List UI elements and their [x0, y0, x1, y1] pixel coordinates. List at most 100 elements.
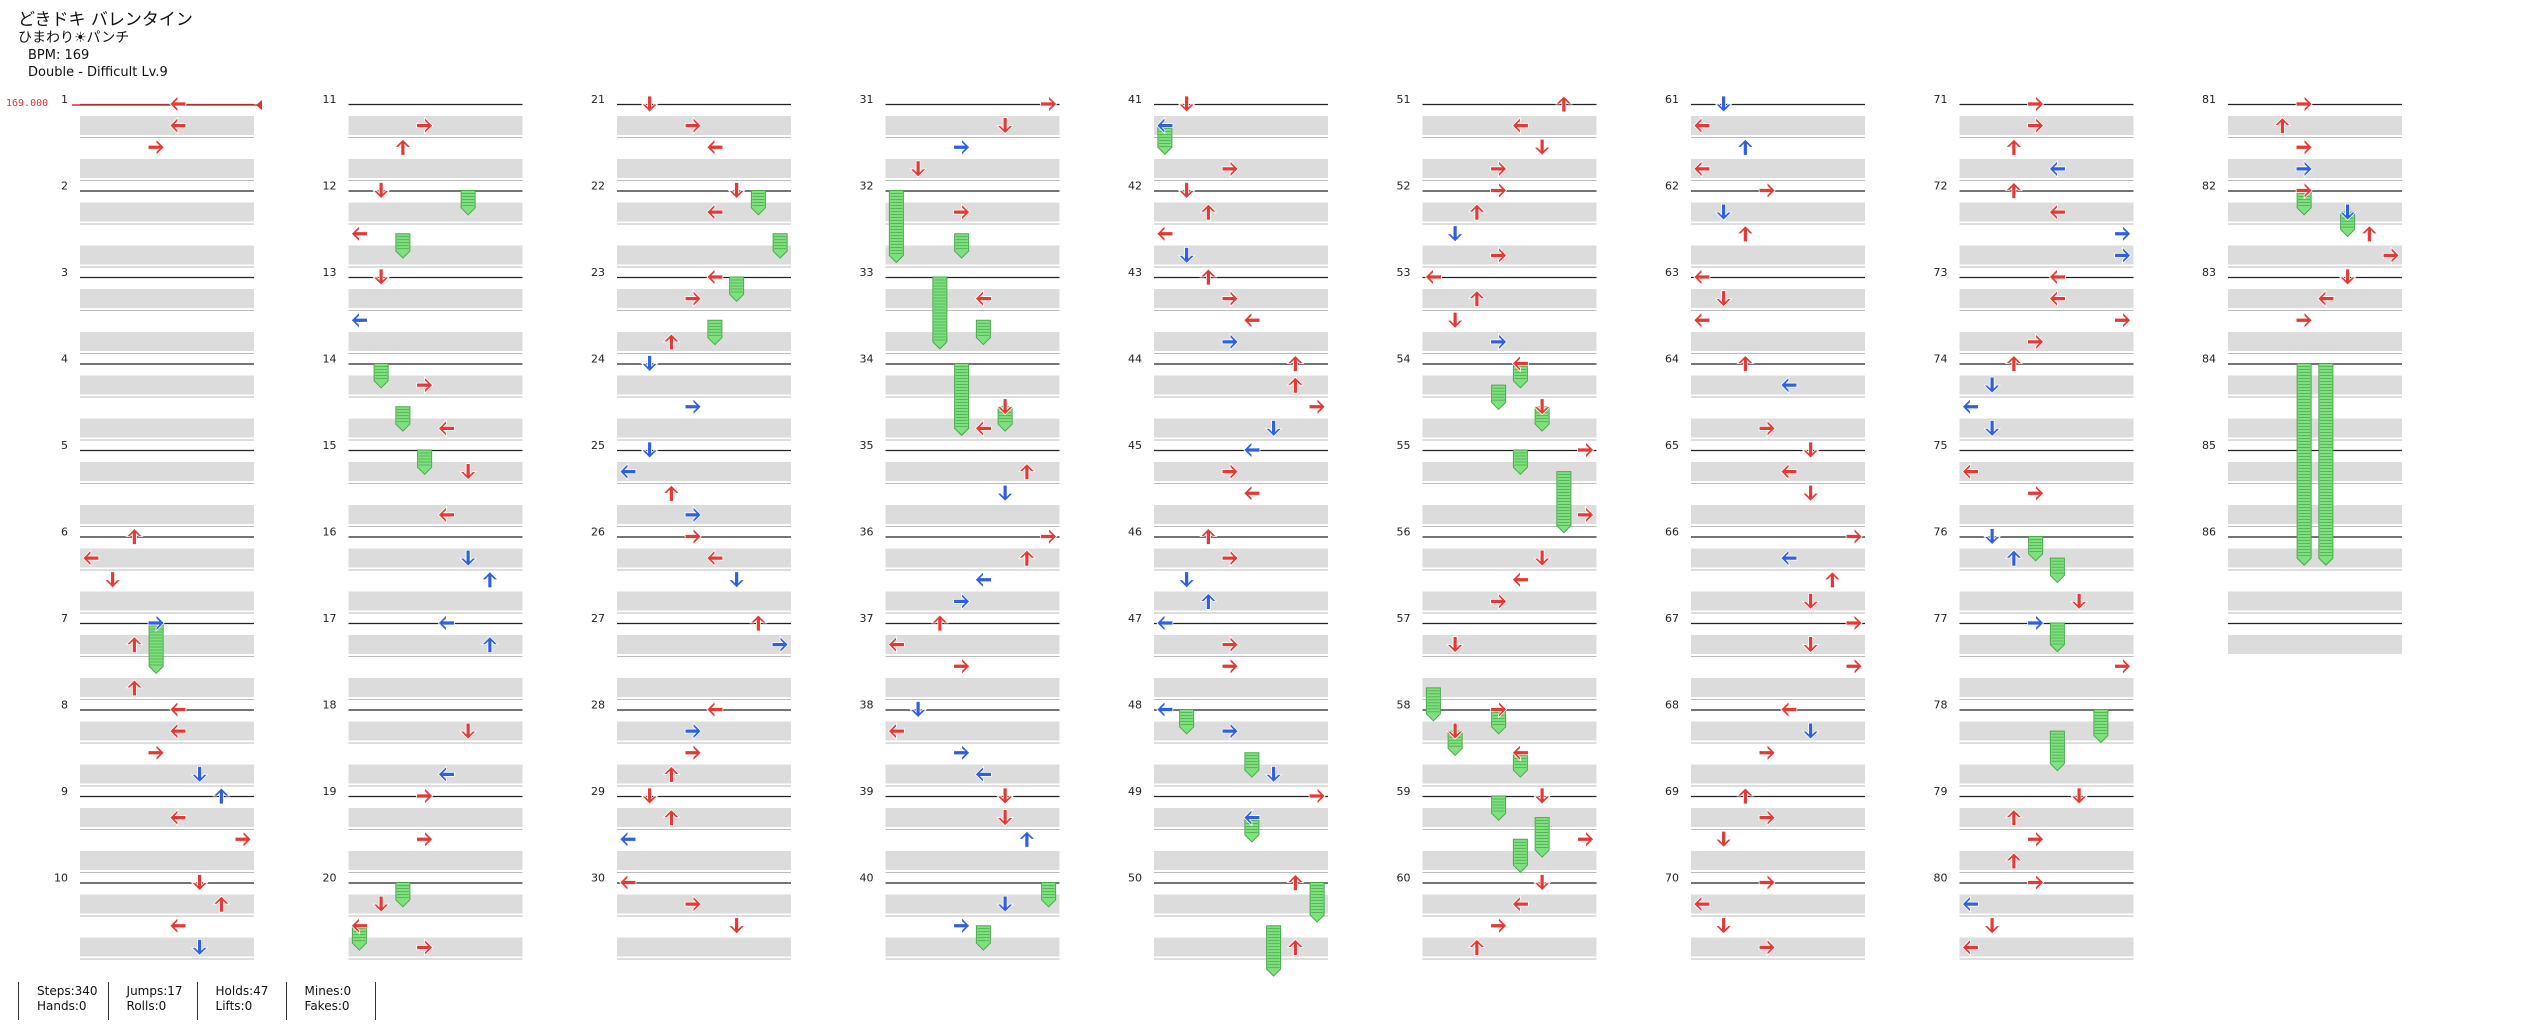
beat-band	[1154, 159, 1328, 178]
left-arrow-icon	[1243, 484, 1261, 503]
measure-number: 33	[860, 266, 874, 279]
steps-stat: Steps:340	[37, 984, 98, 998]
down-arrow-icon	[1801, 722, 1820, 740]
hold-note	[2318, 363, 2334, 566]
holds-stat: Holds:47	[215, 984, 269, 998]
down-arrow-icon	[640, 95, 659, 113]
right-arrow-icon	[1221, 549, 1239, 568]
beat-band	[1691, 202, 1865, 222]
measure-number: 38	[860, 699, 874, 712]
measure-86: 86	[2202, 526, 2402, 614]
measure-number: 78	[1934, 699, 1948, 712]
beat-band	[1959, 202, 2134, 222]
measure-73: 73	[1934, 266, 2134, 354]
hold-body	[1512, 838, 1528, 873]
left-arrow-icon	[887, 722, 905, 741]
hold-body	[2296, 363, 2312, 566]
right-arrow-icon	[2295, 138, 2313, 157]
hands-stat: Hands:0	[37, 999, 87, 1013]
right-arrow-icon	[2295, 311, 2313, 330]
right-arrow-icon	[1758, 181, 1776, 200]
left-arrow-icon	[1511, 354, 1529, 373]
down-arrow-icon	[459, 722, 478, 740]
measure-66: 66	[1665, 526, 1865, 614]
down-arrow-icon	[909, 160, 928, 178]
left-arrow-icon	[82, 549, 100, 568]
down-arrow-icon	[1714, 290, 1733, 308]
right-arrow-icon	[1490, 700, 1508, 719]
left-arrow-icon	[350, 224, 368, 243]
beat-band	[1959, 418, 2134, 438]
measure-28: 28	[591, 699, 791, 787]
beat-band	[1691, 808, 1865, 827]
down-arrow-icon	[1177, 182, 1196, 200]
left-arrow-icon	[1424, 268, 1442, 286]
measure-number: 37	[860, 612, 874, 625]
right-arrow-icon	[1221, 657, 1239, 676]
down-arrow-icon	[2070, 787, 2089, 805]
beat-band	[1154, 894, 1328, 914]
measure-number: 75	[1934, 439, 1948, 452]
beat-band	[348, 202, 523, 222]
measure-36: 36	[860, 526, 1060, 614]
beat-band	[348, 851, 523, 870]
right-arrow-icon	[684, 527, 702, 546]
beat-band	[885, 289, 1060, 308]
down-arrow-icon	[1446, 636, 1465, 654]
left-arrow-icon	[1511, 116, 1529, 135]
rolls-stat: Rolls:0	[126, 999, 167, 1013]
right-arrow-icon	[1758, 808, 1776, 827]
left-arrow-icon	[1511, 743, 1529, 762]
beat-band	[2228, 418, 2402, 438]
measure-number: 65	[1665, 439, 1679, 452]
down-arrow-icon	[1714, 830, 1733, 848]
beat-band	[1154, 591, 1328, 611]
measure-number: 14	[323, 353, 337, 366]
right-arrow-icon	[1490, 246, 1508, 265]
down-arrow-icon	[2338, 203, 2357, 221]
beat-band	[80, 245, 254, 265]
beat-band	[1691, 851, 1865, 870]
up-arrow-icon	[2004, 549, 2023, 567]
measure-59: 59	[1397, 785, 1597, 873]
up-arrow-icon	[2004, 852, 2023, 870]
beat-band	[80, 418, 254, 438]
hold-note	[888, 190, 904, 264]
left-arrow-icon	[1243, 808, 1261, 827]
beat-band	[1959, 289, 2134, 308]
measure-57: 57	[1397, 612, 1597, 700]
beat-band	[348, 462, 523, 481]
measure-46: 46	[1128, 526, 1328, 614]
measure-6: 6	[61, 526, 254, 614]
up-arrow-icon	[212, 895, 231, 913]
down-arrow-icon	[1264, 419, 1283, 437]
left-arrow-icon	[437, 419, 455, 438]
measure-53: 53	[1397, 266, 1597, 354]
right-arrow-icon	[2114, 246, 2132, 265]
beat-band	[80, 851, 254, 870]
beat-band	[348, 548, 523, 568]
left-arrow-icon	[706, 203, 724, 222]
down-arrow-icon	[1983, 528, 2002, 546]
down-arrow-icon	[640, 355, 659, 373]
beat-band	[1422, 591, 1597, 611]
measure-72: 72	[1934, 180, 2134, 268]
measure-52: 52	[1397, 180, 1597, 268]
hold-body	[1309, 882, 1325, 923]
left-arrow-icon	[619, 830, 637, 849]
left-arrow-icon	[350, 311, 368, 330]
beat-band	[1154, 375, 1328, 395]
beat-band	[1422, 678, 1597, 697]
measure-47: 47	[1128, 612, 1328, 700]
beat-band	[80, 635, 254, 654]
beat-band	[617, 116, 791, 135]
measure-number: 20	[323, 872, 337, 885]
measure-71: 71	[1934, 93, 2134, 181]
measure-number: 61	[1665, 93, 1679, 106]
beat-band	[80, 462, 254, 481]
up-arrow-icon	[1199, 268, 1218, 286]
stats-group-holds: Holds:47 Lifts:0	[196, 982, 286, 1020]
measure-number: 26	[591, 526, 605, 539]
beat-band	[1154, 462, 1328, 481]
measure-number: 40	[860, 872, 874, 885]
